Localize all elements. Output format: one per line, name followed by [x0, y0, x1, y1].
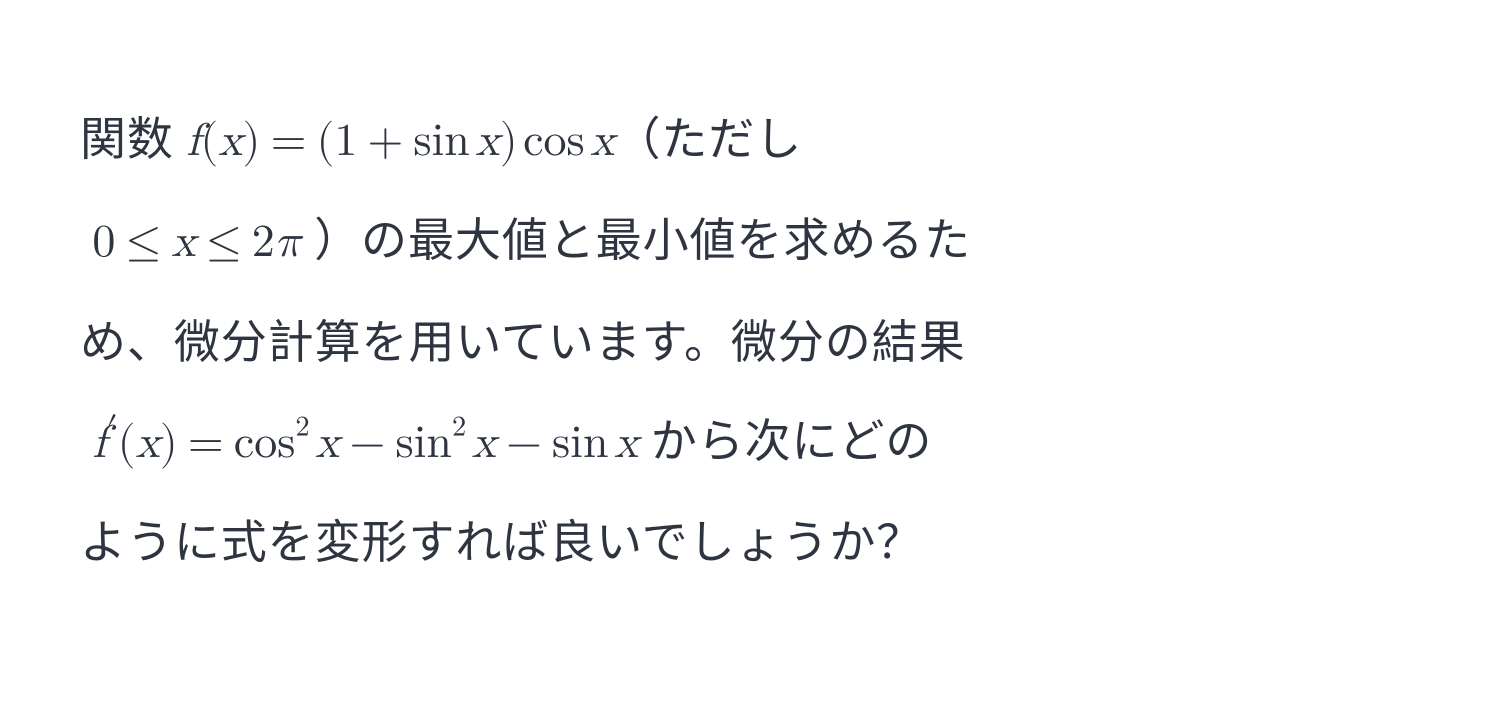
text-segment-2: （ただし [615, 114, 803, 165]
text-segment-6: ように式を変形すれば良いでしょうか？ [80, 517, 923, 568]
text-segment-3: ）の最大値と最小値を求めるた [314, 215, 971, 266]
math-fprime: f′(x)=cos2x−sin2x−sinx [92, 420, 638, 466]
problem-text: 関数 f(x)=(1+sinx)cosx（ただし 0≤x≤2π ）の最大値と最小… [0, 0, 1500, 593]
text-segment-5: から次にどの [638, 416, 932, 467]
text-segment-1: 関数 [80, 114, 186, 165]
text-segment-4: め、微分計算を用いています。微分の結果 [80, 317, 966, 368]
math-domain: 0≤x≤2π [92, 219, 301, 265]
math-fx-def: f(x)=(1+sinx)cosx [186, 118, 614, 164]
